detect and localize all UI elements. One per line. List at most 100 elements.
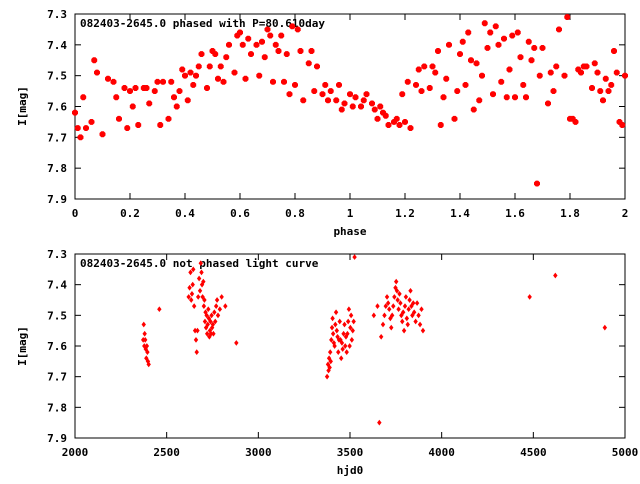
data-point <box>143 85 150 91</box>
data-point <box>77 134 84 141</box>
data-point <box>83 125 89 131</box>
data-point <box>239 41 246 48</box>
data-point <box>187 69 194 76</box>
data-point <box>341 100 348 107</box>
data-point <box>345 318 351 325</box>
data-point <box>202 318 208 325</box>
data-point <box>473 60 480 67</box>
data-point <box>141 321 146 328</box>
data-point <box>80 94 87 101</box>
data-point <box>129 103 136 110</box>
data-point <box>380 321 386 328</box>
data-point <box>413 82 419 88</box>
y-tick-label: 7.3 <box>47 248 67 261</box>
data-point <box>193 72 199 79</box>
data-point <box>553 63 560 70</box>
data-point <box>203 324 209 331</box>
data-point <box>517 54 524 61</box>
data-point <box>165 115 172 122</box>
unphased-light-curve-panel: 2000 2500 3000 3500 4000 4500 5000 7.3 7.4 7.5 7.6… <box>16 248 638 477</box>
data-point <box>416 312 421 319</box>
data-point <box>192 327 198 334</box>
data-point <box>589 85 595 91</box>
data-point <box>602 324 608 331</box>
data-point <box>208 318 213 325</box>
data-point <box>197 287 203 294</box>
y-tick-label: 7.6 <box>47 101 67 114</box>
data-point <box>333 97 340 104</box>
data-point <box>146 100 153 107</box>
data-point <box>146 361 151 368</box>
data-point <box>564 14 571 20</box>
x-tick-label: 1 <box>347 207 354 220</box>
data-point <box>213 318 218 325</box>
data-point <box>385 300 391 306</box>
x-tick-label: 0 <box>72 207 79 220</box>
data-point <box>468 57 474 64</box>
data-point <box>369 100 375 107</box>
data-point <box>311 88 318 94</box>
data-point <box>144 343 150 349</box>
data-point <box>105 75 111 82</box>
data-point <box>212 51 219 57</box>
x-tick-label: 5000 <box>612 446 639 459</box>
data-point <box>378 333 384 340</box>
x-tick-label: 2000 <box>62 446 89 459</box>
data-point <box>374 115 381 122</box>
data-point <box>394 278 399 285</box>
data-point <box>382 112 389 119</box>
data-point <box>343 343 348 349</box>
data-point <box>208 330 214 337</box>
data-point <box>143 346 148 352</box>
y-tick-label: 7.3 <box>47 8 67 21</box>
data-point <box>198 260 203 267</box>
x-tick-label: 1.4 <box>450 207 470 220</box>
data-point <box>550 88 557 94</box>
data-point <box>333 321 338 328</box>
data-point <box>204 85 210 91</box>
data-point <box>501 35 507 42</box>
x-axis-label: phase <box>333 225 366 238</box>
data-point <box>451 115 458 122</box>
data-point <box>400 318 405 325</box>
data-point <box>484 45 491 51</box>
data-point <box>127 88 133 94</box>
data-point <box>212 309 217 316</box>
data-point <box>201 278 206 285</box>
y-tick-label: 7.5 <box>47 70 67 83</box>
data-point <box>528 57 535 64</box>
data-point <box>116 115 122 122</box>
x-tick-label: 0.2 <box>120 207 140 220</box>
data-point <box>399 91 406 98</box>
data-point <box>465 29 472 36</box>
data-point <box>207 327 213 334</box>
data-point <box>191 303 197 309</box>
data-point <box>547 69 554 76</box>
data-point <box>292 82 298 88</box>
data-point <box>395 297 400 303</box>
data-point <box>339 355 344 362</box>
data-point <box>322 82 329 88</box>
data-point <box>611 48 617 54</box>
data-point <box>219 294 224 300</box>
x-tick-label: 3500 <box>337 446 364 459</box>
data-point <box>358 103 364 110</box>
data-point <box>382 312 387 319</box>
data-point <box>377 419 382 426</box>
data-point <box>338 106 345 113</box>
data-point <box>217 306 223 313</box>
data-point <box>539 45 546 51</box>
data-point <box>602 75 609 82</box>
data-point <box>421 63 428 70</box>
data-point <box>200 294 205 300</box>
y-tick-label: 7.5 <box>47 309 67 322</box>
data-point <box>151 88 158 94</box>
x-tick-label: 1.2 <box>395 207 415 220</box>
data-point <box>305 60 312 67</box>
data-point <box>405 321 410 328</box>
data-point <box>391 303 396 309</box>
data-point <box>377 103 384 110</box>
data-point <box>481 20 488 27</box>
data-point <box>204 330 210 337</box>
